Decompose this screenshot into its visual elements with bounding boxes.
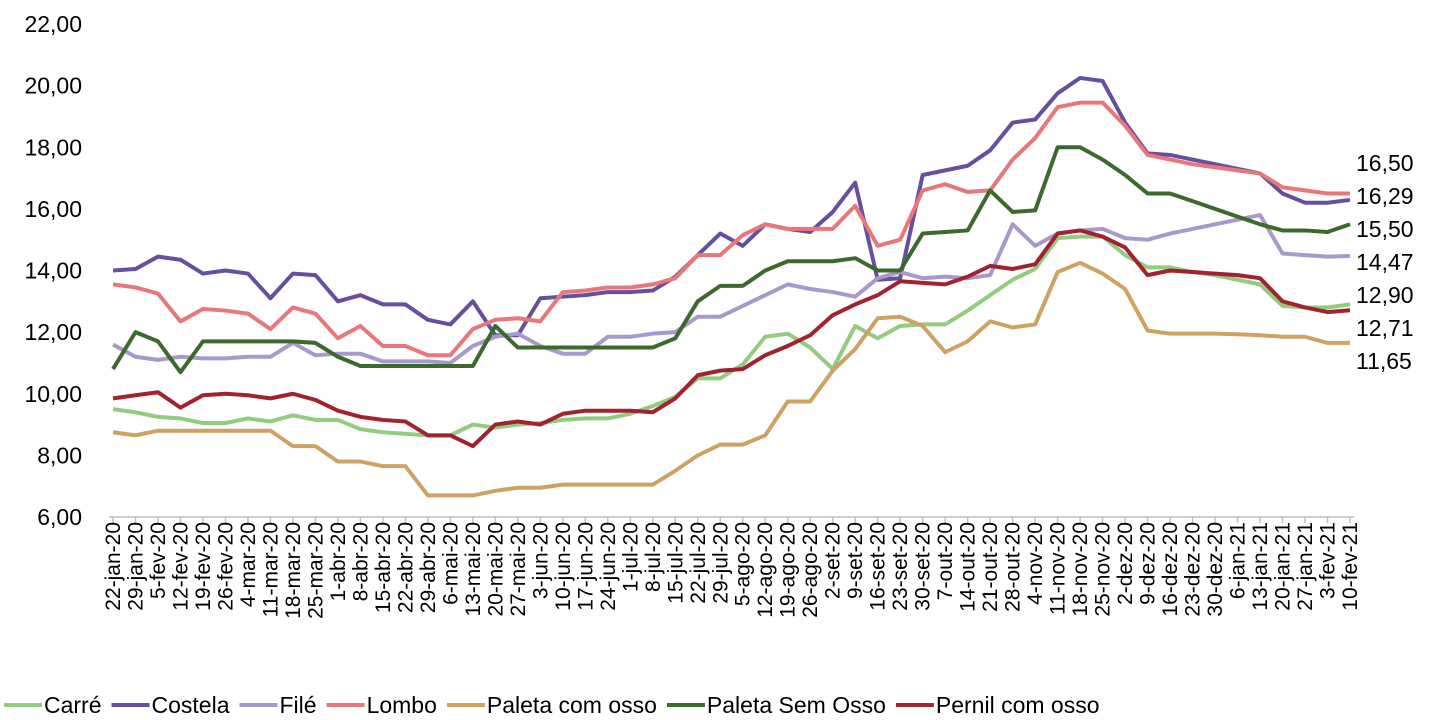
- x-tick-label: 9-set-20: [844, 522, 867, 599]
- x-tick-label: 11-mar-20: [259, 522, 282, 617]
- x-tick-label: 4-mar-20: [237, 522, 260, 607]
- y-tick-label: 22,00: [24, 11, 82, 37]
- x-tick-label: 6-mai-20: [439, 522, 462, 605]
- series-line: [112, 100, 1350, 358]
- x-tick-label: 16-set-20: [867, 522, 890, 611]
- x-tick-label: 17-jun-20: [574, 522, 597, 611]
- x-tick-label: 10-fev-21: [1339, 522, 1362, 611]
- x-tick-label: 29-abr-20: [417, 522, 440, 613]
- x-tick-label: 24-jun-20: [597, 522, 620, 611]
- y-tick-label: 12,00: [24, 319, 82, 345]
- x-tick-label: 13-mai-20: [462, 522, 485, 617]
- legend-label: Pernil com osso: [936, 692, 1100, 718]
- x-tick-label: 21-out-20: [979, 522, 1002, 612]
- x-tick-label: 29-jul-20: [709, 522, 732, 604]
- x-tick-label: 14-out-20: [957, 522, 980, 612]
- x-tick-label: 26-fev-20: [214, 522, 237, 611]
- x-tick-label: 12-fev-20: [169, 522, 192, 611]
- legend-label: Carré: [44, 692, 102, 718]
- x-tick-label: 1-abr-20: [327, 522, 350, 601]
- value-label: 14,47: [1356, 249, 1414, 275]
- x-tick-label: 2-dez-20: [1114, 522, 1137, 605]
- y-tick-label: 16,00: [24, 196, 82, 222]
- x-tick-label: 1-jul-20: [619, 522, 642, 592]
- x-tick-label: 26-ago-20: [799, 522, 822, 618]
- x-tick-label: 30-dez-20: [1204, 522, 1227, 617]
- y-tick-label: 20,00: [24, 73, 82, 99]
- x-tick-label: 3-fev-21: [1317, 522, 1340, 599]
- x-tick-label: 11-nov-20: [1047, 522, 1070, 615]
- legend-label: Filé: [280, 692, 317, 718]
- y-tick-label: 8,00: [37, 442, 82, 468]
- x-tick-label: 16-dez-20: [1159, 522, 1182, 617]
- x-tick-label: 22-abr-20: [394, 522, 417, 613]
- value-label: 15,50: [1356, 216, 1414, 242]
- x-tick-label: 8-abr-20: [349, 522, 372, 601]
- legend-label: Lombo: [367, 692, 437, 718]
- legend-label: Paleta com osso: [487, 692, 657, 718]
- x-tick-label: 19-fev-20: [192, 522, 215, 611]
- x-tick-label: 15-abr-20: [372, 522, 395, 613]
- y-tick-label: 10,00: [24, 381, 82, 407]
- x-tick-label: 27-mai-20: [507, 522, 530, 617]
- x-tick-label: 7-out-20: [934, 522, 957, 600]
- value-label: 12,90: [1356, 282, 1414, 308]
- x-tick-label: 5-ago-20: [732, 522, 755, 606]
- x-tick-label: 23-dez-20: [1182, 522, 1205, 617]
- x-tick-label: 20-mai-20: [484, 522, 507, 617]
- value-label: 12,71: [1356, 315, 1414, 341]
- x-tick-label: 13-jan-21: [1249, 522, 1272, 611]
- x-tick-label: 5-fev-20: [147, 522, 170, 599]
- x-tick-label: 25-nov-20: [1092, 522, 1115, 617]
- x-tick-label: 9-dez-20: [1137, 522, 1160, 605]
- series-line: [112, 260, 1350, 498]
- series-line: [112, 213, 1351, 365]
- x-tick-label: 8-jul-20: [642, 522, 665, 592]
- x-tick-label: 23-set-20: [889, 522, 912, 611]
- x-tick-label: 28-out-20: [1002, 522, 1025, 612]
- x-tick-label: 2-set-20: [822, 522, 845, 599]
- x-tick-label: 6-jan-21: [1227, 522, 1250, 599]
- series-line: [112, 234, 1351, 438]
- x-tick-label: 4-nov-20: [1024, 522, 1047, 605]
- value-label: 16,50: [1356, 150, 1414, 176]
- legend-label: Costela: [152, 692, 230, 718]
- y-tick-label: 18,00: [24, 134, 82, 160]
- x-tick-label: 20-jan-21: [1272, 522, 1295, 611]
- x-tick-label: 3-jun-20: [529, 522, 552, 599]
- x-tick-label: 22-jul-20: [687, 522, 710, 604]
- series-line: [112, 75, 1351, 338]
- x-tick-label: 15-jul-20: [664, 522, 687, 604]
- y-tick-label: 14,00: [24, 258, 82, 284]
- legend-label: Paleta Sem Osso: [707, 692, 886, 718]
- x-tick-label: 12-ago-20: [754, 522, 777, 618]
- x-tick-label: 18-mar-20: [282, 522, 305, 619]
- series-line: [112, 228, 1351, 449]
- value-label: 11,65: [1356, 348, 1412, 374]
- x-tick-label: 30-set-20: [912, 522, 935, 611]
- x-tick-label: 27-jan-21: [1294, 522, 1317, 611]
- x-tick-label: 19-ago-20: [777, 522, 800, 618]
- y-tick-label: 6,00: [37, 504, 82, 530]
- x-tick-label: 29-jan-20: [124, 522, 147, 611]
- x-tick-label: 25-mar-20: [304, 522, 327, 619]
- x-tick-label: 18-nov-20: [1069, 522, 1092, 617]
- x-tick-label: 10-jun-20: [552, 522, 575, 611]
- series-line: [111, 145, 1351, 375]
- x-tick-label: 22-jan-20: [102, 522, 125, 611]
- value-label: 16,29: [1356, 183, 1414, 209]
